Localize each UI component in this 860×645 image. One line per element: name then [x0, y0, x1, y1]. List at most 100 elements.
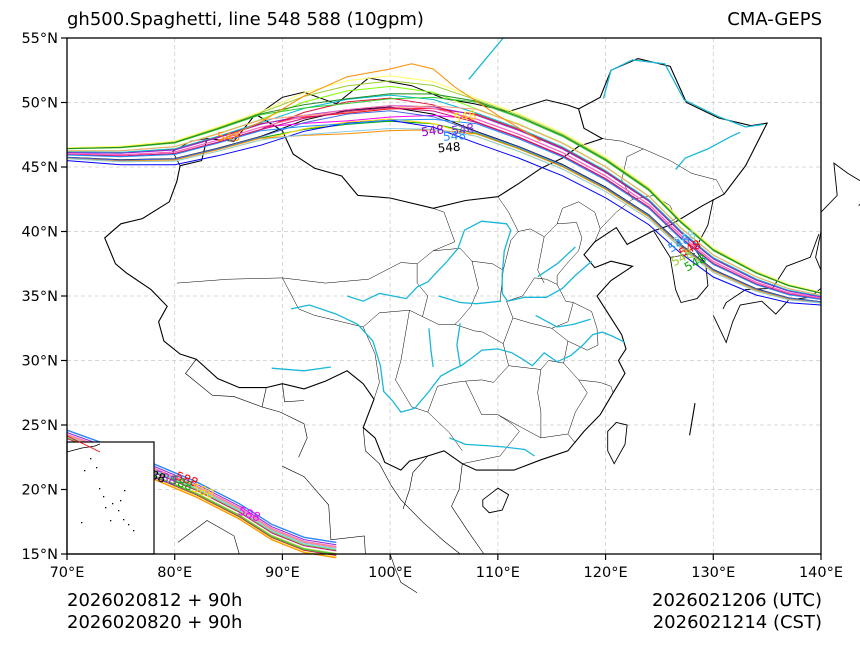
province-boundary [602, 138, 644, 150]
contour-label: 548 [452, 108, 477, 126]
province-boundary [551, 302, 599, 351]
province-boundary [433, 208, 456, 242]
contour-548-member [66, 119, 822, 306]
inset-island [81, 522, 83, 524]
neighbor-border [362, 427, 461, 555]
province-boundary [497, 414, 576, 444]
province-boundary [176, 241, 455, 284]
province-boundary [497, 196, 519, 232]
contour-548-member [66, 105, 822, 296]
init-time: 2026020812 + 90h 2026020820 + 90h [67, 590, 242, 634]
river-line [468, 37, 504, 80]
valid-time: 2026021206 (UTC) 2026021214 (CST) [652, 590, 822, 634]
lat-tick-label: 25°N [21, 418, 58, 434]
lat-tick-label: 15°N [21, 547, 58, 563]
river-line [290, 304, 626, 413]
lat-tick-label: 40°N [21, 225, 58, 241]
lon-tick-label: 110°E [476, 565, 520, 581]
contour-548-member [66, 94, 822, 297]
neighbor-border [261, 387, 308, 458]
river-line [675, 131, 741, 171]
province-boundary [462, 380, 520, 464]
inset-island [84, 470, 86, 472]
neighbor-border [282, 466, 366, 555]
inset-island [112, 503, 114, 505]
contour-label: 588 [190, 480, 216, 501]
south-china-sea-inset [66, 435, 155, 555]
china-outline [104, 58, 769, 471]
axis-ticks: 70°E 80°E 90°E 100°E 110°E 120°E 130°E 140°E 15°… [21, 31, 843, 581]
contour-548-member [66, 75, 822, 293]
province-boundary [416, 263, 429, 317]
taiwan-outline [607, 421, 628, 465]
lon-tick-label: 100°E [368, 565, 412, 581]
province-boundary [395, 310, 463, 451]
lon-tick-label: 80°E [157, 565, 192, 581]
province-boundary [563, 362, 588, 435]
valid-time-cst: 2026021214 (CST) [652, 612, 822, 633]
contour-label: 588 [236, 504, 262, 525]
lat-tick-label: 20°N [21, 483, 58, 499]
contour-548-outlier [217, 63, 542, 142]
neighbor-border [451, 463, 485, 555]
contour-548-member [66, 127, 822, 304]
river-line [535, 314, 591, 328]
lon-tick-label: 120°E [584, 565, 628, 581]
contour-label: 548 [420, 122, 445, 139]
hainan-outline [482, 487, 510, 514]
lon-tick-label: 70°E [50, 565, 85, 581]
river-line [346, 220, 593, 302]
contour-label: 548 [442, 128, 466, 144]
inset-island [120, 500, 122, 502]
river-line [456, 323, 461, 366]
province-boundary [556, 201, 601, 242]
province-boundary [427, 331, 509, 413]
inset-coast [66, 443, 101, 453]
contour-548-member [66, 118, 822, 300]
chart-title: gh500.Spaghetti, line 548 588 (10gpm) [67, 9, 424, 30]
contour-labels: 548 5485485485485485485485485485485885885… [141, 108, 708, 525]
model-name: CMA-GEPS [727, 9, 822, 30]
province-boundary [499, 228, 545, 302]
province-boundary [433, 248, 479, 325]
lat-tick-label: 35°N [21, 289, 58, 305]
contour-548-member [66, 107, 822, 300]
neighbor-border [185, 359, 263, 408]
neighbor-border [389, 553, 418, 593]
lat-tick-label: 30°N [21, 354, 58, 370]
river-line [438, 295, 502, 305]
contour-548-member [66, 96, 822, 294]
japan-outline [712, 231, 822, 344]
river-line [428, 328, 434, 368]
contour-548-member [66, 110, 822, 303]
hokkaido-outline [820, 162, 860, 213]
contour-548-member [66, 129, 822, 303]
neighbor-border [402, 455, 429, 509]
contour-548-member [66, 80, 822, 294]
lat-tick-label: 55°N [21, 31, 58, 47]
init-time-1: 2026020812 + 90h [67, 590, 243, 611]
valid-time-utc: 2026021206 (UTC) [652, 590, 822, 611]
inset-island [133, 530, 135, 532]
contour-548-member [66, 105, 822, 299]
river-line [602, 59, 764, 128]
inset-island [128, 524, 130, 526]
inset-island [123, 519, 125, 521]
inset-island [105, 507, 107, 509]
inset-island [99, 488, 101, 490]
province-boundary [282, 277, 380, 400]
lon-tick-label: 90°E [265, 565, 300, 581]
lon-tick-label: 130°E [691, 565, 735, 581]
lat-tick-label: 45°N [21, 160, 58, 176]
contour-label: 548 [451, 121, 476, 138]
inset-island [124, 490, 126, 492]
lat-tick-label: 50°N [21, 96, 58, 112]
rivers [271, 37, 764, 457]
inset-island [103, 496, 105, 498]
province-boundary [471, 260, 504, 271]
province-boundary [578, 379, 614, 393]
river-line [537, 246, 576, 278]
province-boundary [363, 309, 483, 333]
inset-island [90, 458, 92, 460]
